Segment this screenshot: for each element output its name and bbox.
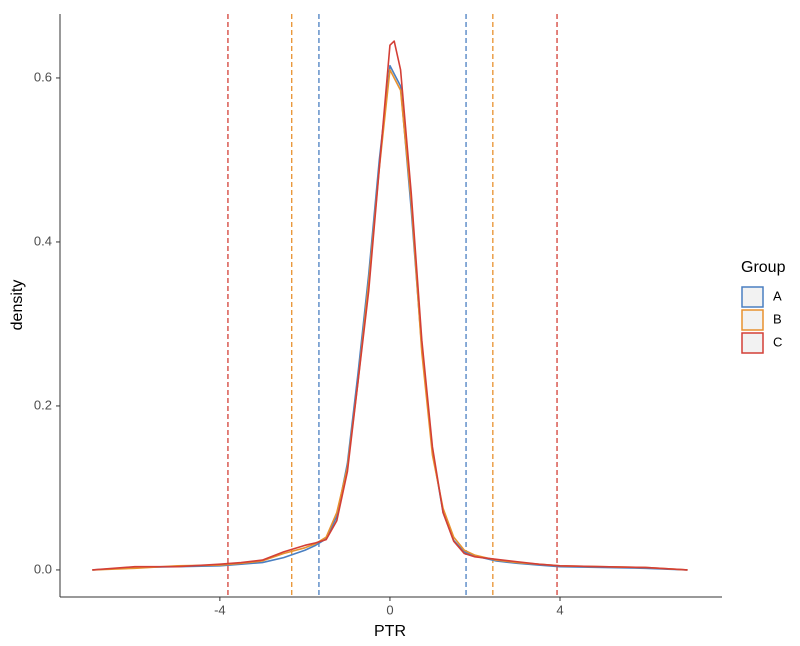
density-line bbox=[92, 64, 688, 571]
legend-key bbox=[741, 332, 764, 354]
legend-title: Group bbox=[741, 259, 786, 276]
x-tick-label: -4 bbox=[214, 602, 226, 617]
density-line bbox=[92, 68, 688, 571]
density-line bbox=[92, 40, 688, 571]
legend-label: A bbox=[773, 288, 782, 303]
x-axis-title: PTR bbox=[374, 623, 406, 640]
y-tick-label: 0.0 bbox=[34, 561, 52, 576]
legend-key bbox=[741, 309, 764, 331]
y-tick-label: 0.4 bbox=[34, 233, 52, 248]
y-tick-label: 0.2 bbox=[34, 397, 52, 412]
y-axis-title: density bbox=[9, 280, 26, 331]
legend-label: B bbox=[773, 311, 782, 326]
x-tick-label: 4 bbox=[556, 602, 563, 617]
x-tick-label: 0 bbox=[386, 602, 393, 617]
legend-label: C bbox=[773, 334, 782, 349]
legend-key bbox=[741, 286, 764, 308]
y-tick-label: 0.6 bbox=[34, 69, 52, 84]
